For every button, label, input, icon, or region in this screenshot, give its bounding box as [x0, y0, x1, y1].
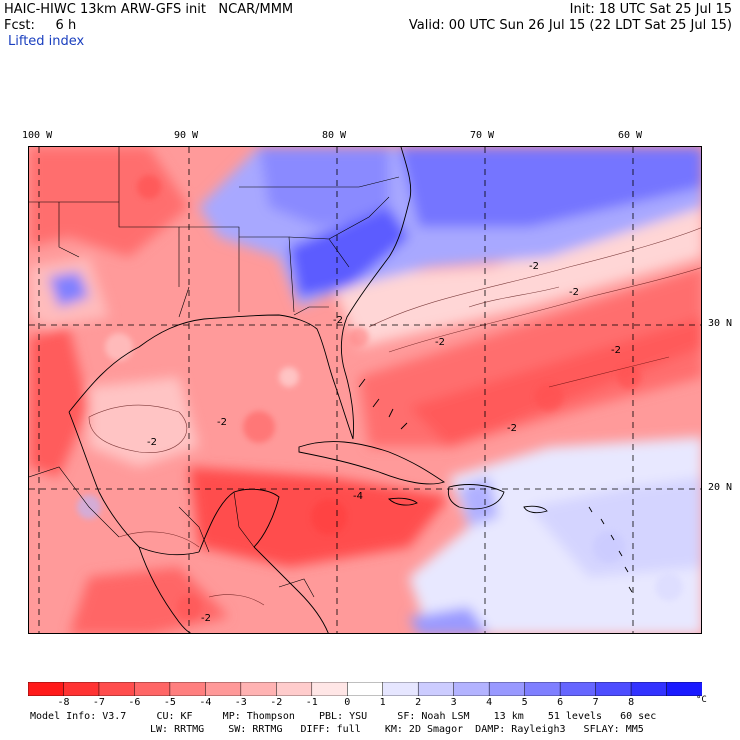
coastlines [68, 147, 633, 633]
colorbar-tick-label: 6 [557, 697, 564, 708]
colorbar-unit: °C [696, 695, 707, 705]
lon-label-80w: 80 W [322, 130, 347, 141]
colorbar-swatch [205, 681, 242, 697]
colorbar-swatch [134, 681, 171, 697]
field-shading [29, 147, 701, 633]
footer-pbl: PBL: YSU [319, 711, 368, 722]
footer-levels: 51 levels [547, 711, 603, 722]
colorbar-swatch [666, 681, 703, 697]
footer-model-info: Model Info: V3.7 [30, 711, 127, 722]
colorbar-swatch [453, 681, 490, 697]
footer-mp: MP: Thompson [222, 711, 295, 722]
lifted-index-map: -2 -2 -2 -2 -2 -2 -2 -4 -2 -2 [28, 146, 702, 634]
field-texture [77, 175, 683, 619]
colorbar-tick-label: 5 [521, 697, 528, 708]
footer-sf: SF: Noah LSM [397, 711, 470, 722]
colorbar-swatch [559, 681, 597, 697]
lifted-index-contours [88, 227, 701, 606]
footer-line-2: LW: RRTMG SW: RRTMG DIFF: full KM: 2D Sm… [150, 724, 644, 735]
forecast-hour: Fcst: 6 h [4, 18, 76, 33]
colorbar-swatch [63, 681, 100, 697]
colorbar-tick-label: 2 [415, 697, 422, 708]
colorbar-tick-label: -7 [92, 697, 105, 708]
colorbar-swatch [630, 681, 668, 697]
model-name: HAIC-HIWC 13km ARW-GFS init [4, 2, 206, 17]
contour-label: -2 [333, 315, 343, 326]
footer-lw: LW: RRTMG [150, 724, 205, 735]
valid-time: Valid: 00 UTC Sun 26 Jul 15 (22 LDT Sat … [408, 18, 732, 33]
init-time: Init: 18 UTC Sat 25 Jul 15 [569, 2, 732, 17]
contour-label: -2 [507, 423, 517, 434]
footer-km: KM: 2D Smagor [384, 724, 464, 735]
footer-line-1: Model Info: V3.7 CU: KF MP: Thompson PBL… [30, 711, 656, 722]
fcst-value: 6 h [55, 18, 77, 33]
colorbar-swatch [240, 681, 278, 697]
colorbar-tick-label: -8 [57, 697, 70, 708]
footer-resolution: 13 km [493, 711, 524, 722]
colorbar-tick-label: 1 [379, 697, 386, 708]
colorbar-swatch [311, 681, 349, 697]
colorbar-tick-label: -1 [305, 697, 318, 708]
fcst-label: Fcst: [4, 18, 35, 33]
footer-cu: CU: KF [156, 711, 193, 722]
contour-label: -2 [435, 337, 445, 348]
colorbar-swatch [27, 681, 65, 697]
contour-labels: -2 -2 -2 -2 -2 -2 -2 -4 -2 -2 [147, 261, 621, 624]
lon-label-70w: 70 W [470, 130, 495, 141]
contour-label: -2 [529, 261, 539, 272]
colorbar-swatch [382, 681, 419, 697]
colorbar-swatch [98, 681, 136, 697]
colorbar [27, 681, 703, 700]
footer-damp: DAMP: Rayleigh3 [475, 724, 566, 735]
colorbar-swatches [27, 681, 703, 697]
colorbar-swatch [524, 681, 561, 697]
state-borders [29, 147, 400, 598]
contour-label: -2 [201, 613, 211, 624]
model-title: HAIC-HIWC 13km ARW-GFS init NCAR/MMM [4, 2, 293, 17]
contour-label: -2 [611, 345, 621, 356]
colorbar-tick-label: -5 [163, 697, 176, 708]
lon-label-90w: 90 W [174, 130, 199, 141]
contour-label: -2 [217, 417, 227, 428]
contour-label: -4 [353, 491, 363, 502]
footer-sw: SW: RRTMG [228, 724, 283, 735]
colorbar-swatch [595, 681, 632, 697]
colorbar-tick-label: 3 [450, 697, 457, 708]
lat-label-20n: 20 N [708, 482, 733, 493]
lon-label-60w: 60 W [618, 130, 643, 141]
colorbar-tick-label: 8 [628, 697, 635, 708]
lon-label-100w: 100 W [22, 130, 53, 141]
colorbar-tick-label: 7 [592, 697, 599, 708]
colorbar-swatch [347, 681, 384, 697]
colorbar-tick-label: 0 [344, 697, 351, 708]
colorbar-tick-label: -3 [234, 697, 247, 708]
colorbar-tick-label: -2 [270, 697, 283, 708]
footer-sflay: SFLAY: MM5 [583, 724, 644, 735]
footer-timestep: 60 sec [620, 711, 657, 722]
colorbar-swatch [488, 681, 526, 697]
colorbar-tick-label: -4 [199, 697, 212, 708]
contour-label: -2 [147, 437, 157, 448]
colorbar-tick-label: -6 [128, 697, 141, 708]
latlon-grid [29, 147, 701, 633]
colorbar-swatch [276, 681, 313, 697]
lat-label-30n: 30 N [708, 318, 733, 329]
field-name: Lifted index [8, 34, 85, 49]
colorbar-swatch [169, 681, 207, 697]
colorbar-tick-label: 4 [486, 697, 493, 708]
footer-diff: DIFF: full [300, 724, 361, 735]
colorbar-swatch [417, 681, 455, 697]
org-name: NCAR/MMM [218, 2, 294, 17]
contour-label: -2 [569, 287, 579, 298]
